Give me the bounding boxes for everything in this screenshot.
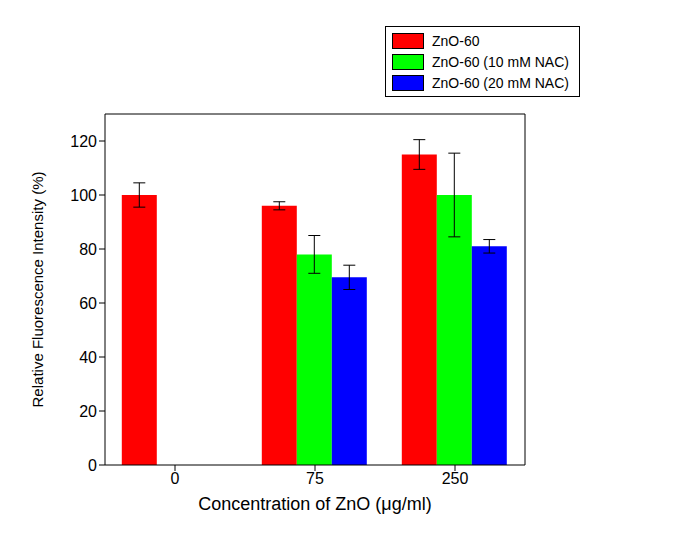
html-text:ZnO-60: ZnO-60 (432, 32, 480, 49)
svg-text:0: 0 (88, 457, 97, 474)
svg-text:0: 0 (171, 470, 180, 487)
svg-text:Relative Fluorescence Intensit: Relative Fluorescence Intensity (%) (29, 172, 46, 408)
svg-text:250: 250 (442, 470, 469, 487)
svg-text:120: 120 (70, 133, 97, 150)
svg-text:Concentration of ZnO (μg/ml): Concentration of ZnO (μg/ml) (198, 494, 431, 514)
html-text:ZnO-60 (10 mM NAC): ZnO-60 (10 mM NAC) (432, 53, 569, 70)
svg-text:80: 80 (79, 241, 97, 258)
svg-text:75: 75 (306, 470, 324, 487)
svg-text:60: 60 (79, 295, 97, 312)
svg-text:20: 20 (79, 403, 97, 420)
svg-text:40: 40 (79, 349, 97, 366)
svg-text:100: 100 (70, 187, 97, 204)
html-text:ZnO-60 (20 mM NAC): ZnO-60 (20 mM NAC) (432, 74, 569, 91)
